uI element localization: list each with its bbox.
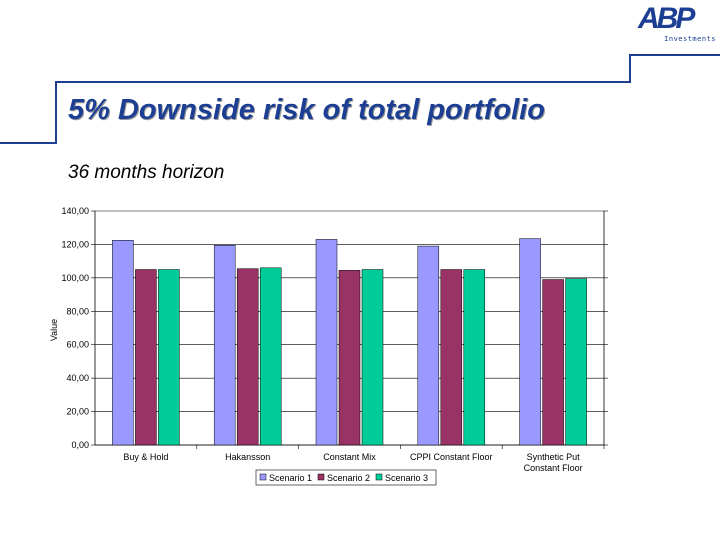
logo-mark: ABP (638, 2, 695, 35)
y-tick-label: 100,00 (61, 273, 89, 283)
legend-entry: Scenario 1 (269, 473, 312, 483)
legend-swatch (259, 473, 267, 481)
bar-scenario-2 (440, 269, 463, 446)
bar-scenario-2 (135, 269, 157, 446)
slide-subtitle: 36 months horizon (68, 162, 225, 183)
bar-scenario-1 (315, 239, 338, 446)
x-category-label: Hakansson (225, 452, 270, 462)
y-tick-label: 40,00 (66, 373, 89, 383)
y-tick-label: 20,00 (66, 407, 89, 417)
bar-scenario-3 (565, 278, 587, 446)
bar-scenario-1 (519, 238, 541, 446)
legend-entry: Scenario 2 (327, 473, 370, 483)
bar-scenario-3 (463, 269, 486, 446)
bar-scenario-1 (417, 245, 440, 446)
bar-scenario-3 (259, 267, 282, 446)
slide-title: 5% Downside risk of total portfolio (68, 94, 545, 126)
x-category-label: Synthetic Put (527, 452, 581, 462)
bar-scenario-2 (338, 270, 361, 446)
y-tick-label: 60,00 (66, 340, 89, 350)
x-category-label: CPPI Constant Floor (410, 452, 493, 462)
bar-scenario-1 (112, 240, 134, 446)
bar-scenario-1 (213, 245, 236, 446)
legend-box (255, 469, 437, 486)
y-tick-label: 0,00 (71, 440, 89, 450)
bar-scenario-2 (236, 268, 259, 446)
legend-entry: Scenario 3 (385, 473, 428, 483)
y-tick-label: 120,00 (61, 239, 89, 249)
bar-scenario-2 (542, 279, 564, 446)
logo-subtitle: Investments (664, 35, 716, 43)
y-axis-label: Value (49, 319, 59, 341)
x-category-label: Buy & Hold (123, 452, 168, 462)
legend-swatch (317, 473, 325, 481)
x-category-label: Constant Mix (323, 452, 376, 462)
abp-logo: ABP Investments (638, 4, 716, 44)
legend-swatch (375, 473, 383, 481)
y-tick-label: 80,00 (66, 306, 89, 316)
bar-scenario-3 (158, 269, 180, 446)
bar-scenario-3 (361, 269, 384, 446)
frame-line (0, 54, 720, 144)
x-category-label: Constant Floor (524, 463, 583, 473)
y-tick-label: 140,00 (61, 206, 89, 216)
